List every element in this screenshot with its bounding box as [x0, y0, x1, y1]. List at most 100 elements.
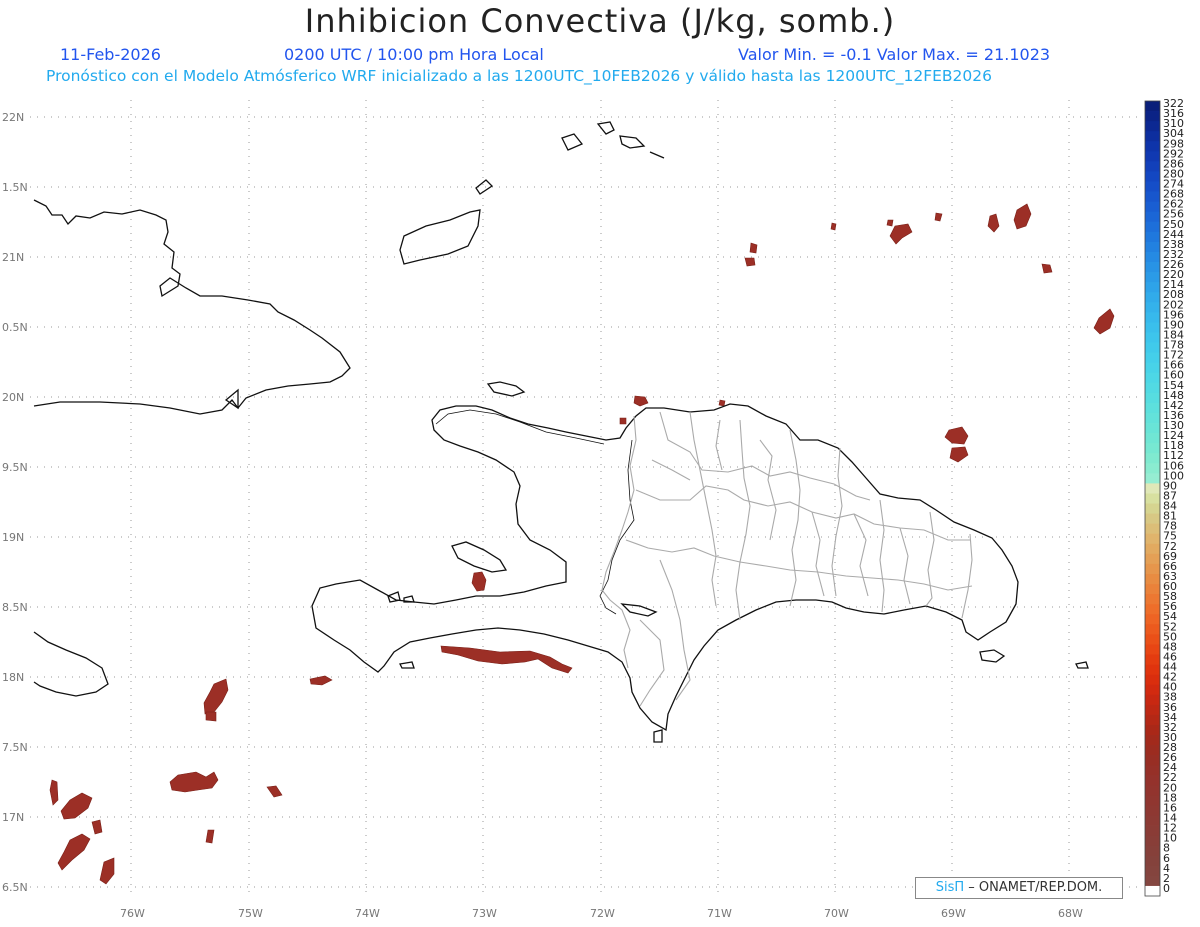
colorbar-swatch [1145, 734, 1160, 746]
colorbar-label: 22 [1163, 771, 1177, 784]
colorbar-label: 244 [1163, 228, 1184, 241]
colorbar-swatch [1145, 694, 1160, 706]
colorbar-swatch [1145, 584, 1160, 595]
colorbar-swatch [1145, 121, 1160, 132]
cin-area [934, 212, 943, 222]
longitude-labels: 76W 75W 74W 73W 72W 71W 70W 69W 68W [120, 907, 1083, 920]
cin-area [718, 399, 726, 407]
colorbar-swatch [1145, 201, 1160, 213]
province-border [789, 429, 801, 607]
island-coast [387, 591, 401, 603]
colorbar-swatch [1145, 805, 1160, 816]
colorbar-label: 78 [1163, 520, 1177, 533]
colorbar-label: 214 [1163, 278, 1184, 291]
colorbar-label: 208 [1163, 288, 1184, 301]
beata-coast [653, 729, 663, 743]
lat-label: 17N [2, 811, 24, 824]
cuba-coast [33, 199, 351, 415]
colorbar-label: 196 [1163, 308, 1184, 321]
province-border [659, 559, 691, 701]
colorbar-label: 292 [1163, 147, 1184, 160]
colorbar-label: 316 [1163, 107, 1184, 120]
colorbar-swatch [1145, 825, 1160, 837]
cin-area [886, 219, 894, 227]
min-max-label: Valor Min. = -0.1 Valor Max. = 21.1023 [738, 45, 1051, 64]
colorbar-swatch [1145, 433, 1160, 444]
colorbar-swatch [1145, 614, 1160, 625]
colorbar-label: 130 [1163, 419, 1184, 432]
colorbar-swatch [1145, 704, 1160, 716]
cin-area [1041, 263, 1053, 274]
colorbar-label: 112 [1163, 449, 1184, 462]
colorbar-swatch [1145, 463, 1160, 474]
colorbar-swatch [1145, 181, 1160, 192]
lat-label: 7.5N [2, 741, 28, 754]
province-border [925, 511, 935, 607]
colorbar-swatch [1145, 815, 1160, 826]
colorbar-swatch [1145, 161, 1160, 172]
colorbar-label: 310 [1163, 117, 1184, 130]
province-border [853, 513, 869, 597]
colorbar-label: 4 [1163, 862, 1170, 875]
cin-area [944, 426, 969, 445]
colorbar-swatch [1145, 775, 1160, 786]
colorbar-swatch [1145, 302, 1160, 313]
cin-area [169, 771, 219, 793]
lon-label: 73W [472, 907, 497, 920]
colorbar-label: 220 [1163, 268, 1184, 281]
colorbar-swatch [1145, 845, 1160, 857]
cin-area [889, 223, 913, 245]
province-border [831, 447, 843, 597]
colorbar-swatch [1145, 865, 1160, 877]
colorbar-swatch [1145, 543, 1160, 555]
colorbar-label: 10 [1163, 832, 1177, 845]
colorbar-label: 286 [1163, 157, 1184, 170]
colorbar-swatch [1145, 312, 1160, 323]
haiti-dr-border [601, 415, 637, 669]
colorbar-swatch [1145, 332, 1160, 343]
colorbar-label: 250 [1163, 218, 1184, 231]
colorbar-swatch [1145, 352, 1160, 364]
cin-area [266, 785, 283, 798]
colorbar-label: 56 [1163, 600, 1177, 613]
colorbar-swatch [1145, 382, 1160, 394]
colorbar-label: 118 [1163, 439, 1184, 452]
colorbar-swatch [1145, 412, 1160, 424]
colorbar-swatch [1145, 513, 1160, 525]
province-border [879, 499, 885, 613]
bahamas-coast [596, 121, 615, 135]
cin-area [57, 833, 91, 871]
cin-area [619, 417, 627, 425]
colorbar-label: 6 [1163, 852, 1170, 865]
colorbar-swatch [1145, 292, 1160, 303]
lat-label: 21N [2, 251, 24, 264]
colorbar-label: 30 [1163, 731, 1177, 744]
colorbar-label: 87 [1163, 489, 1177, 502]
colorbar-label: 32 [1163, 721, 1177, 734]
colorbar-label: 20 [1163, 781, 1177, 794]
cin-area [309, 675, 333, 686]
colorbar-label: 81 [1163, 510, 1177, 523]
cin-area [744, 257, 756, 267]
colorbar-label: 100 [1163, 469, 1184, 482]
colorbar-label: 232 [1163, 248, 1184, 261]
lon-label: 71W [707, 907, 732, 920]
colorbar-label: 268 [1163, 188, 1184, 201]
cin-shaded-areas [49, 203, 1115, 885]
cin-area [1013, 203, 1032, 230]
lake-coast [620, 603, 658, 617]
colorbar-swatch [1145, 372, 1160, 384]
colorbar-label: 26 [1163, 751, 1177, 764]
bahamas-coast [649, 151, 665, 159]
colorbar-swatch [1145, 362, 1160, 374]
colorbar-label: 66 [1163, 560, 1177, 573]
province-border [759, 439, 777, 541]
cuba-coast [224, 388, 239, 410]
lat-label: 1.5N [2, 181, 28, 194]
province-border [899, 527, 911, 605]
cin-area [440, 645, 573, 674]
lon-label: 69W [941, 907, 966, 920]
bahamas-coast [619, 135, 646, 149]
plot-area [30, 100, 1140, 895]
